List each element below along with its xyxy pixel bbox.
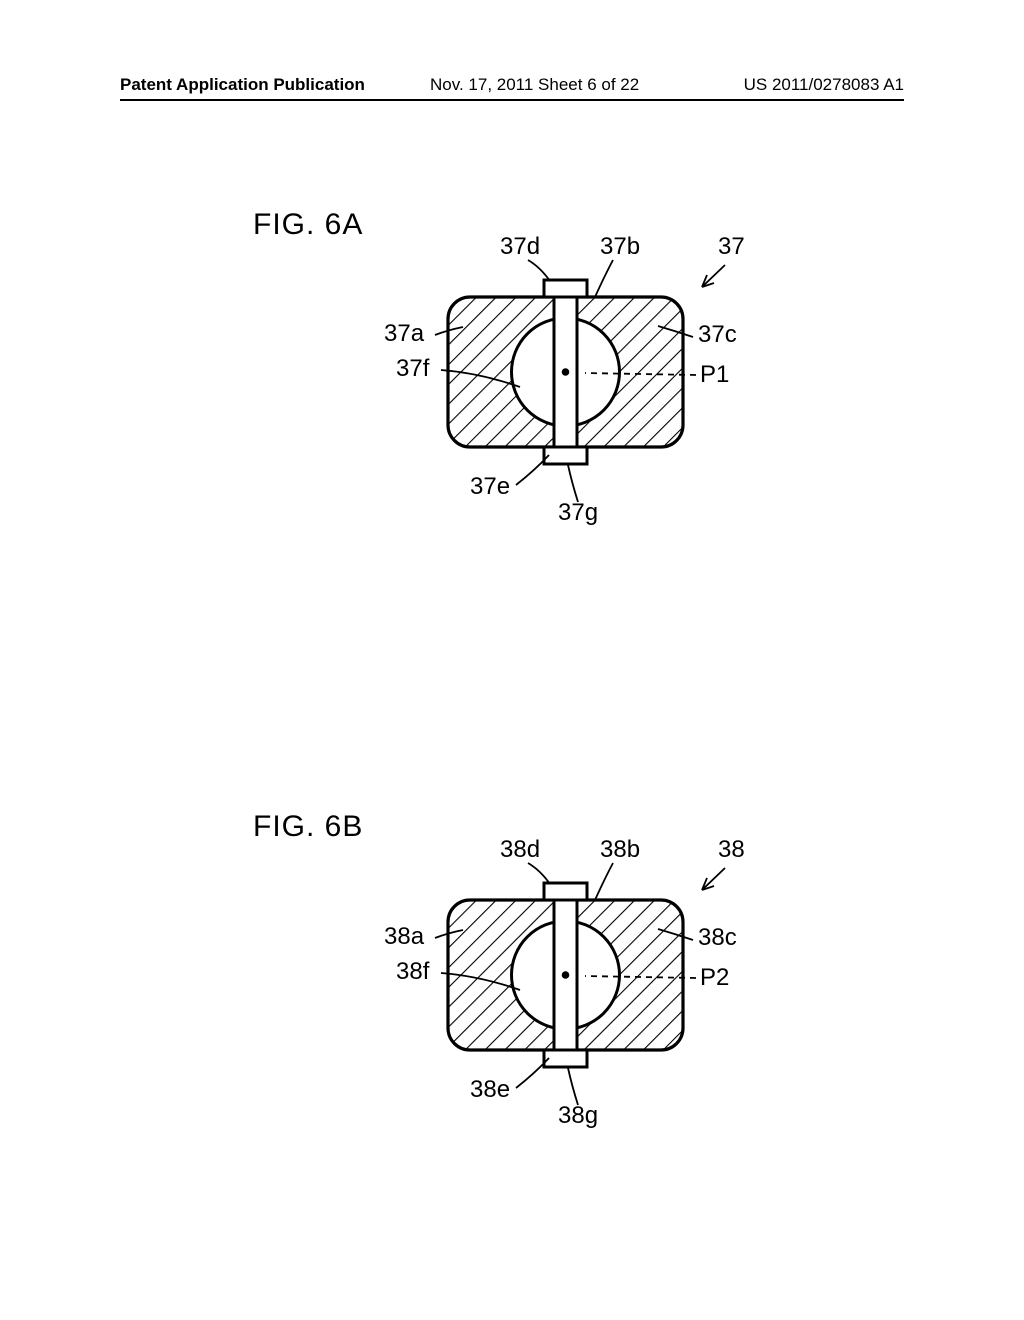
header-rule bbox=[120, 99, 904, 101]
figure-b: 38a 38f 38d 38b 38 38c P2 38e 38g bbox=[330, 828, 790, 1148]
callout-37b: 37b bbox=[600, 233, 640, 261]
callout-38d: 38d bbox=[500, 836, 540, 864]
header-left: Patent Application Publication bbox=[120, 75, 365, 95]
callout-p2: P2 bbox=[700, 964, 729, 992]
figure-a: 37a 37f 37d 37b 37 37c P1 37e 37g bbox=[330, 225, 790, 545]
callout-38b: 38b bbox=[600, 836, 640, 864]
callout-37d: 37d bbox=[500, 233, 540, 261]
callout-38a: 38a bbox=[384, 923, 424, 951]
callout-37: 37 bbox=[718, 233, 745, 261]
callout-38g: 38g bbox=[558, 1102, 598, 1130]
callout-37c: 37c bbox=[698, 321, 737, 349]
callout-38f: 38f bbox=[396, 958, 429, 986]
callout-37f: 37f bbox=[396, 355, 429, 383]
header-middle: Nov. 17, 2011 Sheet 6 of 22 bbox=[430, 75, 639, 95]
callout-38: 38 bbox=[718, 836, 745, 864]
callout-37a: 37a bbox=[384, 320, 424, 348]
callout-p1: P1 bbox=[700, 361, 729, 389]
callout-37e: 37e bbox=[470, 473, 510, 501]
callout-37g: 37g bbox=[558, 499, 598, 527]
callout-38e: 38e bbox=[470, 1076, 510, 1104]
callout-38c: 38c bbox=[698, 924, 737, 952]
header-right: US 2011/0278083 A1 bbox=[744, 75, 904, 95]
